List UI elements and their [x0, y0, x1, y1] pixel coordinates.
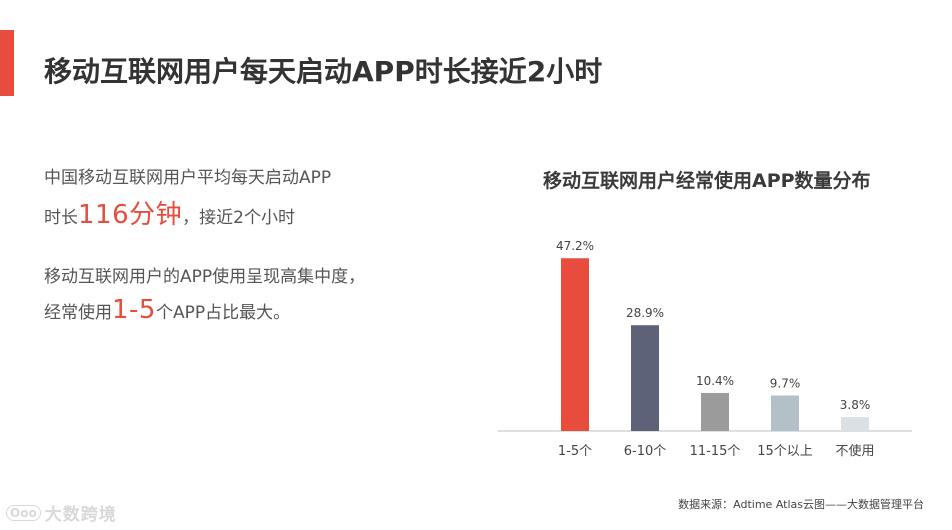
summary-line-2: 时长116分钟，接近2个小时 [44, 194, 295, 231]
summary-line-4-prefix: 经常使用 [44, 303, 112, 323]
bar-value-label-3: 10.4% [696, 374, 734, 388]
summary-line-2-prefix: 时长 [44, 208, 78, 228]
summary-line-2-suffix: ，接近2个小时 [182, 208, 295, 228]
category-label-4: 15个以上 [757, 444, 813, 459]
bar-chart: 47.2% 1-5个 28.9% 6-10个 10.4% 11-15个 9.7% 15个以上 3… [498, 239, 912, 459]
watermark: Ooo 大数跨境 [6, 500, 117, 525]
watermark-logo: Ooo [6, 504, 41, 521]
bar-5 [841, 417, 869, 431]
page-title: 移动互联网用户每天启动APP时长接近2小时 [44, 55, 603, 88]
bar-1 [561, 258, 589, 431]
watermark-text: 大数跨境 [44, 505, 117, 525]
summary-line-1: 中国移动互联网用户平均每天启动APP [44, 168, 332, 188]
bar-value-label-4: 9.7% [770, 376, 801, 390]
summary-line-4-suffix: 个APP占比最大。 [155, 303, 291, 323]
chart-title: 移动互联网用户经常使用APP数量分布 [543, 170, 871, 192]
bar-2 [631, 325, 659, 431]
bar-value-label-5: 3.8% [840, 398, 871, 412]
bar-value-label-2: 28.9% [626, 306, 664, 320]
summary-line-3: 移动互联网用户的APP使用呈现高集中度， [44, 267, 366, 287]
bar-3 [701, 392, 729, 431]
category-label-3: 11-15个 [690, 444, 741, 459]
category-label-5: 不使用 [835, 443, 874, 459]
title-accent-bar [0, 30, 14, 96]
bar-value-label-1: 47.2% [556, 239, 594, 253]
app-count-highlight: 1-5 [112, 295, 156, 325]
category-label-1: 1-5个 [558, 444, 592, 459]
data-source-note: 数据来源：Adtime Atlas云图——大数据管理平台 [678, 498, 924, 511]
duration-highlight: 116分钟 [78, 200, 183, 230]
bar-4 [771, 395, 799, 431]
summary-line-4: 经常使用1-5个APP占比最大。 [44, 295, 290, 325]
category-label-2: 6-10个 [624, 444, 667, 459]
